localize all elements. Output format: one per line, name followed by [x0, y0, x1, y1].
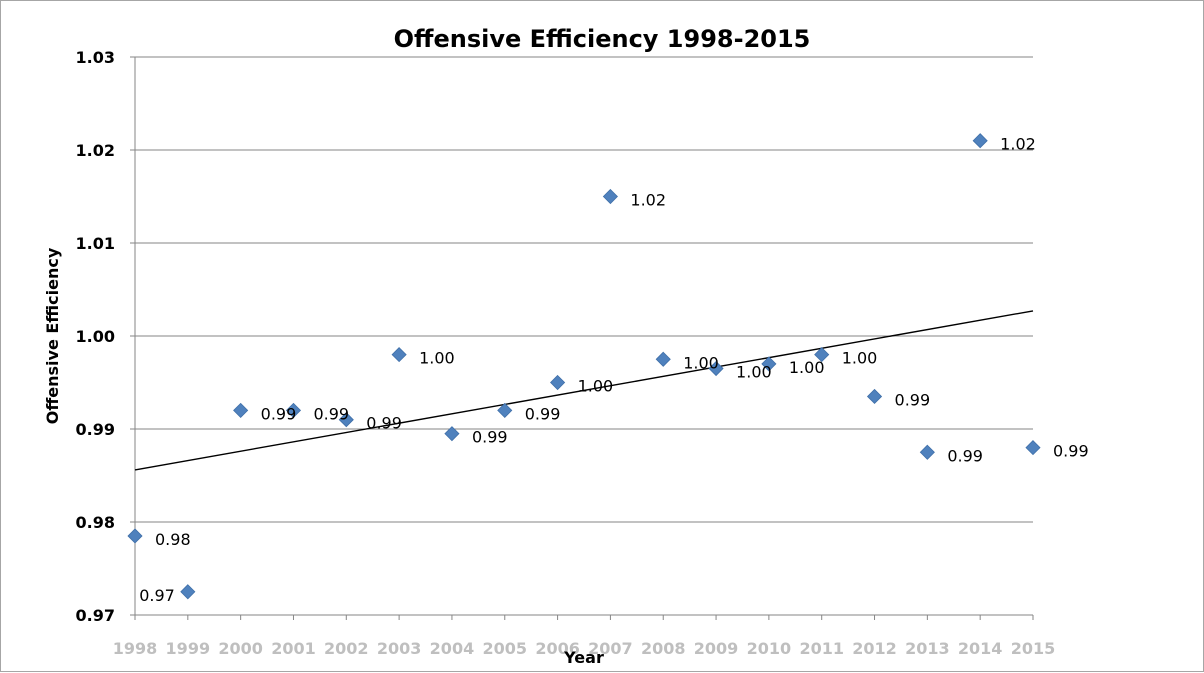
x-tick-label: 2015 [1011, 639, 1056, 658]
x-tick-label: 1998 [113, 639, 158, 658]
x-tick-label: 2008 [641, 639, 686, 658]
data-points [127, 133, 1041, 600]
y-axis-title: Offensive Efficiency [43, 247, 62, 424]
x-tick-label: 2006 [535, 639, 580, 658]
data-label-2008: 1.00 [683, 353, 719, 372]
gridlines [135, 56, 1033, 523]
data-point-2015 [1025, 440, 1041, 456]
y-tick-label: 1.00 [76, 327, 115, 346]
data-point-2013 [919, 444, 935, 460]
data-point-2014 [972, 133, 988, 149]
data-label-2006: 1.00 [578, 377, 614, 396]
data-label-2004: 0.99 [472, 428, 508, 447]
x-tick-label: 2010 [747, 639, 792, 658]
data-label-2011: 1.00 [842, 349, 878, 368]
x-tick-label: 2003 [377, 639, 422, 658]
data-label-2002: 0.99 [366, 414, 402, 433]
data-label-2009: 1.00 [736, 363, 772, 382]
data-labels: 0.98 0.97 0.99 0.99 0.99 1.00 0.99 0.99 1.00 1.02… [139, 135, 1088, 605]
data-point-1998 [127, 528, 143, 544]
data-label-2010: 1.00 [789, 358, 825, 377]
x-tick-label: 2005 [482, 639, 527, 658]
x-tick-label: 2011 [799, 639, 844, 658]
x-tick-label: 2004 [430, 639, 475, 658]
y-tick-label: 1.01 [76, 234, 115, 253]
data-label-2013: 0.99 [947, 446, 983, 465]
y-tick-labels: 0.97 0.98 0.99 1.00 1.01 1.02 1.03 [76, 48, 135, 625]
chart-title: Offensive Efficiency 1998-2015 [394, 25, 811, 53]
y-tick-label: 0.98 [76, 513, 115, 532]
x-tick-label: 2014 [958, 639, 1003, 658]
data-point-2007 [602, 188, 618, 205]
data-point-2010 [761, 356, 777, 372]
data-point-2001 [285, 402, 302, 418]
data-point-2005 [497, 402, 513, 418]
y-tick-label: 0.97 [76, 606, 115, 625]
data-label-1999: 0.97 [139, 586, 175, 605]
data-point-2000 [233, 402, 249, 418]
y-tick-label: 0.99 [76, 420, 115, 439]
data-point-2009 [708, 360, 724, 377]
x-tick-label: 2007 [588, 639, 633, 658]
x-tick-label: 2012 [852, 639, 897, 658]
data-point-2004 [444, 426, 460, 442]
x-tick-label: 2009 [694, 639, 739, 658]
data-label-2014: 1.02 [1000, 135, 1036, 154]
data-label-2000: 0.99 [261, 404, 297, 423]
data-point-2011 [814, 347, 830, 363]
y-tick-label: 1.03 [76, 48, 115, 67]
data-point-2012 [866, 388, 883, 405]
data-label-2005: 0.99 [525, 404, 561, 423]
data-label-2007: 1.02 [630, 191, 666, 210]
data-label-2012: 0.99 [895, 390, 931, 409]
x-tick-labels: 1998 1999 2000 2001 2002 2003 2004 2005 2006 2007… [113, 615, 1056, 658]
data-point-2008 [655, 351, 671, 367]
x-tick-label: 2000 [218, 639, 263, 658]
data-label-2015: 0.99 [1053, 442, 1089, 461]
data-point-2006 [550, 374, 566, 391]
data-label-2001: 0.99 [313, 404, 349, 423]
x-axis-title: Year [563, 648, 604, 667]
trendline-layer [134, 310, 1034, 471]
y-tick-label: 1.02 [76, 141, 115, 160]
x-tick-label: 2002 [324, 639, 369, 658]
x-tick-label: 2013 [905, 639, 950, 658]
data-label-2003: 1.00 [419, 349, 455, 368]
x-tick-label: 2001 [271, 639, 316, 658]
data-point-2003 [391, 347, 407, 363]
data-label-1998: 0.98 [155, 530, 191, 549]
data-point-2002 [338, 412, 354, 428]
x-tick-label: 1999 [166, 639, 211, 658]
linear-trendline [134, 310, 1034, 471]
data-point-1999 [180, 584, 196, 600]
